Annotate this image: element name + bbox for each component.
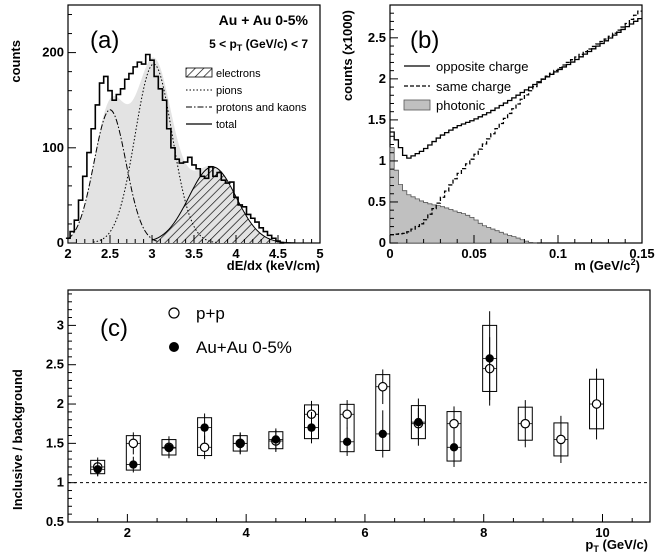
panel-b-ytick-label: 0 [379,235,386,250]
electrons-curve [151,166,295,244]
pp-point [520,418,531,429]
panel-a-xtick-label: 4.5 [269,246,287,261]
opposite-charge-histogram [390,17,642,159]
electrons-area [152,166,295,243]
panel-c-ytick-label: 0.5 [46,514,64,529]
pp-point [342,409,352,420]
legend-same-charge: same charge [436,79,511,94]
legend-electrons: electrons [216,68,261,80]
legend-auau: Au+Au 0-5% [196,338,292,357]
panel-b-label: (b) [410,27,439,54]
legend-pions: pions [216,85,243,97]
panel-a-ytick-label: 0 [57,235,64,250]
panel-a-ytick-label: 200 [42,45,64,60]
panel-a-xtick-label: 5 [316,246,323,261]
panel-c-xtick-label: 2 [124,525,131,540]
panel-a-xtick-label: 3.5 [185,246,203,261]
panel-b-xlabel: m (GeV/c2) [574,257,640,273]
panel-a-xtick-label: 2 [64,246,71,261]
legend-photonic-swatch [403,99,431,111]
panel-a-label: (a) [90,27,119,54]
panel-b-ytick-label: 0.5 [368,194,386,209]
panel-a-xlabel: dE/dx (keV/cm) [227,258,320,273]
panel-c-xtick-label: 6 [361,525,368,540]
legend-photonic: photonic [436,98,486,113]
pions-curve [93,63,218,244]
panel-c-xtick-label: 8 [480,525,487,540]
panel-a-xtick-label: 4 [232,246,240,261]
legend-pp: p+p [196,304,225,323]
panel-a: (a) Au + Au 0-5% 5 < pT (GeV/c) < 7 dE/d… [8,4,324,273]
panel-b-ytick-label: 1 [379,153,386,168]
pp-point [377,381,388,392]
panel-c-xlabel: pT (GeV/c) [585,537,648,554]
panel-b-xtick-label: 0 [386,246,393,261]
protons-kaons-curve [67,109,159,243]
panel-a-ylabel: counts [8,40,23,83]
panel-a-xtick-label: 3 [148,246,155,261]
legend-total: total [216,119,237,131]
auau-point [93,465,102,474]
pp-point [556,434,566,445]
auau-point [236,439,245,448]
panel-c-ytick-label: 2 [57,396,64,411]
panel-b-ytick-label: 2 [379,71,386,86]
pp-point [591,399,602,409]
panel-b-xtick-label: 0.05 [461,246,486,261]
auau-point [200,423,209,432]
panel-c-xtick-label: 4 [243,525,251,540]
auau-point [164,443,174,453]
panel-a-subtitle: 5 < pT (GeV/c) < 7 [209,37,308,53]
panel-b-xtick-label: 0.1 [549,246,567,261]
panel-c-legend: p+p Au+Au 0-5% [168,304,292,357]
pp-point [199,442,210,453]
panel-c-ytick-label: 1 [57,475,64,490]
pp-point [128,438,139,449]
auau-point [271,435,281,444]
panel-a-title: Au + Au 0-5% [219,12,309,28]
legend-protons-kaons: protons and kaons [216,102,307,114]
legend-auau-marker [169,342,179,352]
panel-b: (b) m (GeV/c2) counts (x1000) opposite c… [340,4,655,273]
panel-c-ytick-label: 2.5 [46,357,64,372]
pp-point [449,418,459,429]
auau-point [307,423,316,432]
auau-point [449,443,459,452]
auau-point [378,429,387,439]
panel-c-ytick-label: 3 [57,317,64,332]
panel-b-legend: opposite charge same charge photonic [403,59,529,113]
panel-b-ylabel: counts (x1000) [340,10,355,101]
panel-c-ylabel: Inclusive / background [10,369,25,510]
panel-c-label: (c) [100,315,128,342]
panel-a-xtick-label: 2.5 [101,246,119,261]
total-fill-area [68,57,295,243]
panel-c: (c) pT (GeV/c) Inclusive / background p+… [10,289,651,554]
legend-pp-marker [168,307,180,319]
panel-c-xtick-label: 10 [595,525,609,540]
panel-a-legend: electrons pions protons and kaons total [185,67,307,131]
panel-a-ytick-label: 100 [42,140,64,155]
panel-b-ytick-label: 2.5 [368,30,386,45]
panel-c-ytick-label: 1.5 [46,435,64,450]
legend-opposite-charge: opposite charge [436,59,529,74]
auau-point [485,354,494,363]
auau-point [129,460,138,469]
total-histogram [65,53,285,244]
auau-point [414,417,423,427]
legend-electrons-swatch [185,67,213,78]
auau-point [342,437,352,446]
panel-b-ytick-label: 1.5 [368,112,386,127]
panel-b-xtick-label: 0.15 [629,246,654,261]
same-charge-histogram [390,10,642,236]
